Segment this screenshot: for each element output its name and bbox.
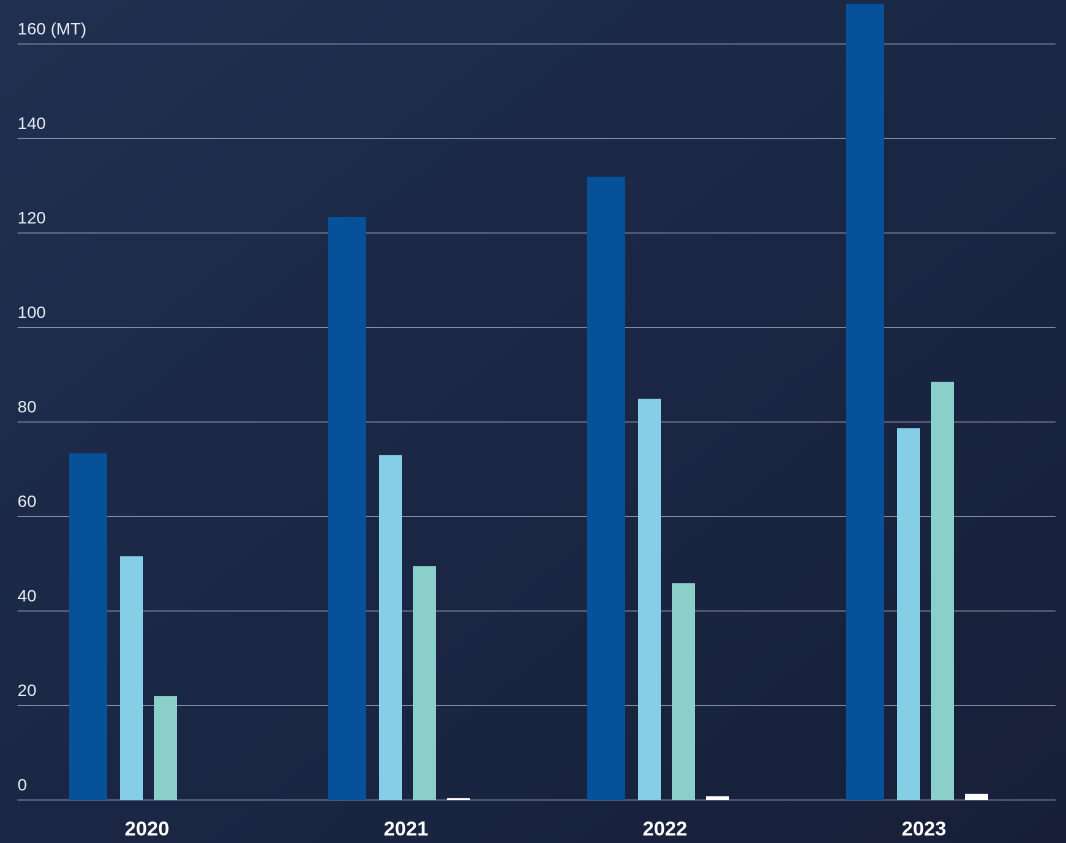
y-tick-label: 140 <box>18 114 46 133</box>
bar <box>931 381 954 800</box>
x-tick-label: 2022 <box>643 818 688 840</box>
x-tick-label: 2023 <box>902 818 947 840</box>
y-tick-label: 80 <box>18 397 37 416</box>
y-tick-label: 100 <box>18 303 46 322</box>
bar <box>447 798 470 800</box>
x-tick-label: 2021 <box>384 818 429 840</box>
y-tick-label: 60 <box>18 492 37 511</box>
y-tick-label: 20 <box>18 681 37 700</box>
y-tick-label: 0 <box>18 775 27 794</box>
bar <box>672 583 695 800</box>
bar <box>846 3 884 800</box>
bar <box>897 428 920 800</box>
bar <box>413 566 436 800</box>
bar <box>706 796 729 800</box>
y-tick-label: 40 <box>18 586 37 605</box>
y-tick-label: 120 <box>18 209 46 228</box>
bar <box>638 398 661 800</box>
y-tick-label: 160 (MT) <box>18 20 87 39</box>
bar <box>120 556 143 800</box>
bar <box>328 216 366 800</box>
bar <box>69 453 107 800</box>
bar <box>965 793 988 800</box>
bar <box>587 176 625 801</box>
x-tick-label: 2020 <box>125 818 170 840</box>
bar <box>154 696 177 800</box>
bar <box>379 455 402 800</box>
